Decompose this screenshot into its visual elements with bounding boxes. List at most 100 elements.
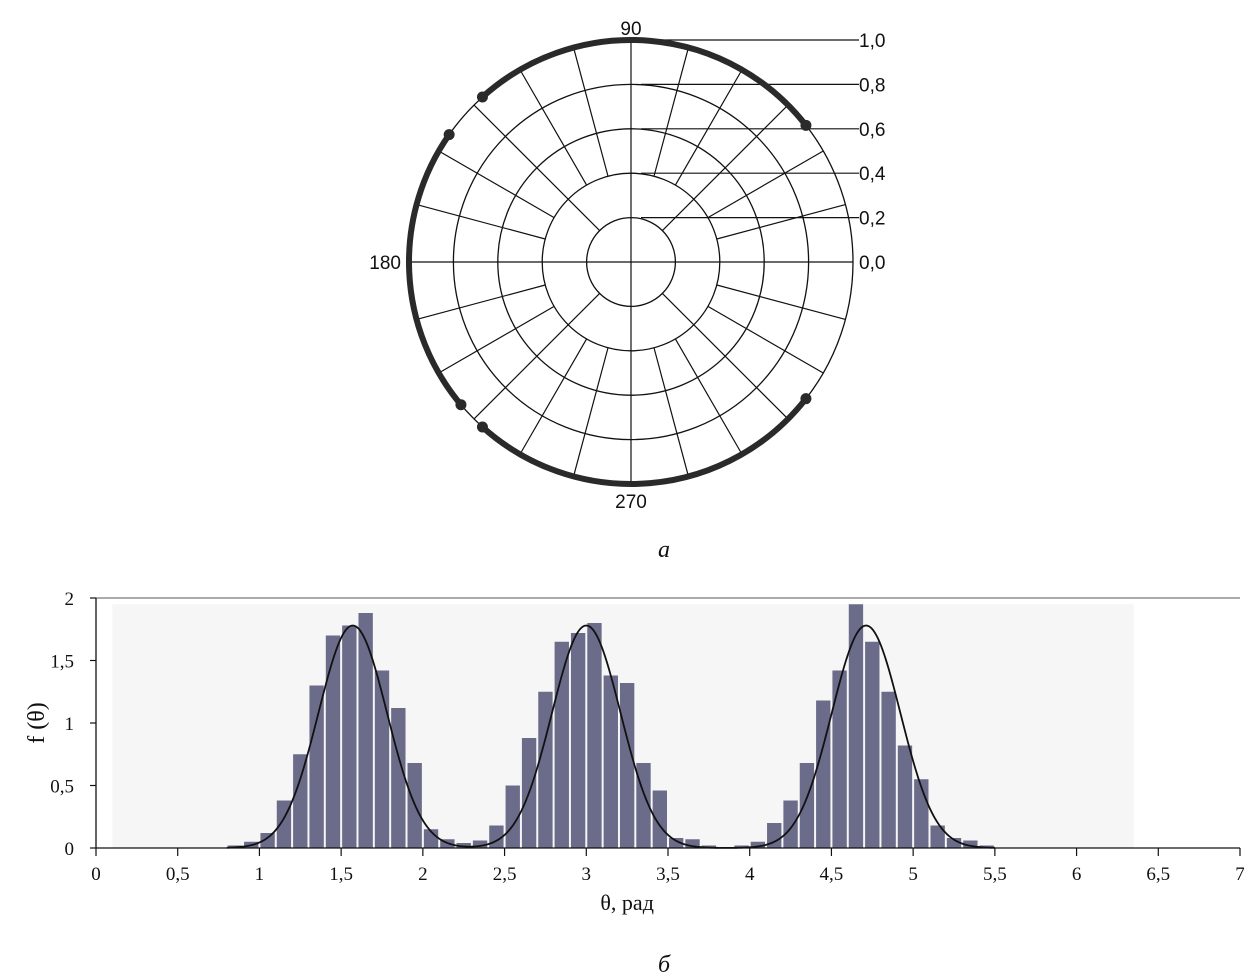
x-tick-label: 7 — [1235, 864, 1244, 885]
y-tick-label: 0 — [65, 839, 75, 860]
polar-spoke — [716, 284, 846, 321]
polar-spoke — [473, 292, 601, 420]
histogram-bar — [930, 825, 945, 848]
polar-spoke — [707, 305, 824, 374]
histogram-bar — [946, 838, 962, 848]
histogram-bar — [619, 683, 635, 848]
polar-data-dot — [476, 421, 488, 433]
polar-spoke — [716, 203, 846, 240]
polar-spoke — [674, 338, 743, 455]
polar-spoke — [473, 104, 601, 232]
x-tick-label: 2 — [418, 864, 428, 885]
histogram-bar — [293, 754, 308, 848]
polar-radius-label: 0,4 — [859, 164, 886, 185]
polar-spoke — [661, 104, 789, 232]
polar-angle-label: 90 — [620, 19, 641, 40]
polar-spoke — [653, 47, 690, 177]
polar-data-dot — [800, 393, 812, 405]
polar-radius-label: 0,2 — [859, 209, 885, 230]
histogram-bar — [865, 641, 880, 848]
histogram-bar — [816, 700, 831, 848]
polar-angle-label: 180 — [369, 253, 401, 274]
polar-data-arc — [479, 37, 809, 129]
polar-radius-label: 0,0 — [859, 253, 885, 274]
histogram-bar — [374, 670, 390, 848]
histogram-bar — [260, 833, 275, 848]
polar-spoke — [438, 150, 555, 219]
histogram-bar — [456, 843, 471, 848]
histogram-bar — [472, 840, 488, 848]
histogram-chart: 0 0,5 1 1,5 2 2,5 3 3,5 4 4,5 5 5,5 6 6,5 7 0 0,5 1 1,5 2 θ,… — [24, 589, 1244, 915]
histogram-bar — [799, 763, 815, 848]
polar-data-dot — [455, 399, 467, 411]
histogram-bar — [783, 800, 798, 848]
histogram-bar — [603, 675, 618, 848]
polar-spoke — [572, 347, 609, 477]
x-tick-label: 5,5 — [983, 864, 1007, 885]
histogram-bar — [750, 841, 766, 848]
x-tick-label: 4 — [745, 864, 755, 885]
polar-spoke — [707, 150, 824, 219]
polar-radius-label: 0,8 — [859, 75, 885, 96]
polar-spoke — [416, 284, 546, 321]
histogram-bar — [391, 708, 406, 848]
y-tick-label: 1 — [65, 714, 75, 735]
y-tick-label: 0,5 — [50, 777, 74, 798]
histogram-bar — [897, 745, 913, 848]
polar-spoke — [519, 338, 588, 455]
histogram-bar — [848, 604, 864, 848]
polar-chart: 1,0 0,8 0,6 0,4 0,2 0,0 90 180 270 — [369, 19, 886, 513]
histogram-bar — [554, 641, 569, 848]
polar-radius-label: 1,0 — [859, 31, 885, 52]
histogram-bar — [652, 790, 667, 848]
x-tick-label: 2,5 — [493, 864, 517, 885]
y-tick-label: 1,5 — [50, 652, 74, 673]
x-tick-label: 6 — [1072, 864, 1082, 885]
x-tick-label: 3,5 — [656, 864, 680, 885]
histogram-bar — [881, 691, 896, 848]
x-tick-label: 6,5 — [1146, 864, 1170, 885]
polar-spoke — [416, 203, 546, 240]
histogram-bar — [963, 840, 978, 848]
y-axis-label: f (θ) — [24, 702, 50, 743]
x-tick-label: 3 — [582, 864, 592, 885]
x-tick-label: 1,5 — [329, 864, 353, 885]
histogram-bar — [734, 845, 749, 848]
polar-angle-label: 270 — [615, 492, 647, 513]
histogram-bar — [538, 691, 553, 848]
polar-data-arc — [406, 131, 464, 408]
histogram-bar — [685, 839, 700, 848]
x-tick-label: 5 — [908, 864, 918, 885]
histogram-bar — [358, 613, 373, 848]
histogram-bar — [767, 823, 782, 848]
y-tick-label: 2 — [65, 589, 75, 610]
caption-b: б — [658, 952, 671, 973]
caption-a: а — [658, 537, 670, 563]
polar-data-dot — [476, 91, 488, 103]
polar-spoke — [661, 292, 789, 420]
x-tick-label: 0 — [91, 864, 101, 885]
polar-data-dot — [800, 119, 812, 131]
x-tick-label: 4,5 — [820, 864, 844, 885]
histogram-bar — [832, 670, 847, 848]
polar-data-arc — [479, 395, 809, 487]
x-axis-label: θ, рад — [600, 890, 654, 915]
histogram-bar — [570, 633, 586, 848]
histogram-bar — [342, 625, 357, 848]
histogram-bar — [505, 785, 520, 848]
x-tick-label: 0,5 — [166, 864, 190, 885]
polar-spoke — [438, 305, 555, 374]
histogram-bar — [325, 635, 341, 848]
polar-spoke — [653, 347, 690, 477]
histogram-bar — [309, 685, 324, 848]
polar-data-dot — [443, 129, 455, 141]
histogram-bar — [587, 623, 602, 848]
polar-spoke — [674, 69, 743, 186]
x-tick-label: 1 — [255, 864, 265, 885]
histogram-bar — [669, 838, 684, 848]
polar-spoke — [519, 69, 588, 186]
polar-spoke — [572, 47, 609, 177]
fitted-density-curve — [226, 624, 995, 849]
polar-radius-label: 0,6 — [859, 120, 885, 141]
